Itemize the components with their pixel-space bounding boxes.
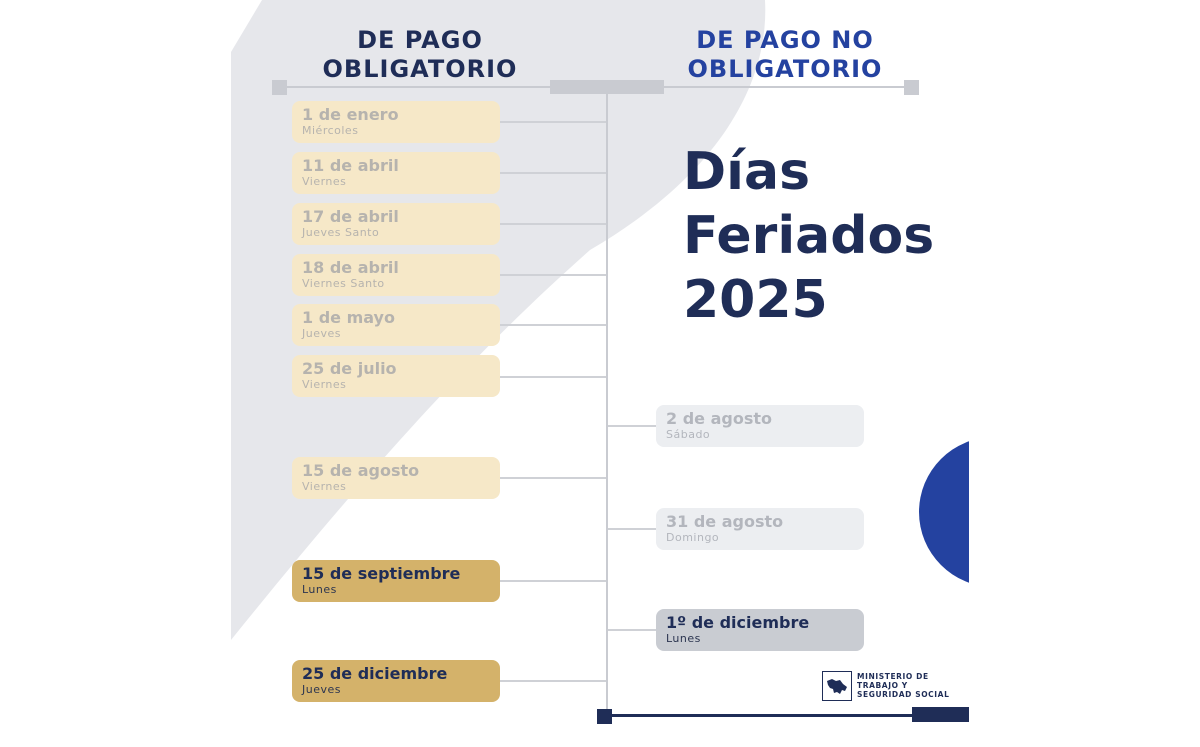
mandatory-title-line2: OBLIGATORIO	[322, 55, 518, 83]
holiday-card-mandatory: 15 de agosto Viernes	[292, 457, 500, 499]
holiday-date: 1 de mayo	[302, 308, 395, 327]
holiday-date: 31 de agosto	[666, 512, 784, 531]
connector	[500, 580, 606, 582]
holiday-weekday: Jueves Santo	[302, 226, 380, 239]
bottom-left-square	[597, 709, 612, 724]
holiday-date: 1º de diciembre	[666, 613, 810, 632]
holiday-date: 17 de abril	[302, 207, 399, 226]
connector	[500, 680, 606, 682]
holiday-weekday: Viernes	[302, 175, 347, 188]
main-title-year: 2025	[683, 270, 828, 330]
ministry-line2: TRABAJO Y	[857, 681, 908, 690]
holiday-date: 25 de diciembre	[302, 664, 448, 683]
main-title: Días Feriados 2025	[683, 140, 934, 332]
costa-rica-map-icon	[822, 671, 852, 701]
holiday-date: 11 de abril	[302, 156, 399, 175]
optional-title-line2: OBLIGATORIO	[687, 55, 883, 83]
connector	[608, 528, 656, 530]
holiday-date: 18 de abril	[302, 258, 399, 277]
holiday-card-mandatory-highlighted: 15 de septiembre Lunes	[292, 560, 500, 602]
holiday-date: 2 de agosto	[666, 409, 772, 428]
main-title-line2: Feriados	[683, 206, 935, 266]
holiday-card-mandatory: 11 de abril Viernes	[292, 152, 500, 194]
holiday-card-mandatory: 25 de julio Viernes	[292, 355, 500, 397]
bottom-rule	[604, 714, 934, 717]
holiday-card-mandatory: 1 de enero Miércoles	[292, 101, 500, 143]
decorative-half-circle	[919, 437, 969, 587]
holiday-card-optional: 2 de agosto Sábado	[656, 405, 864, 447]
connector	[500, 172, 606, 174]
holiday-weekday: Viernes	[302, 480, 347, 493]
holiday-weekday: Sábado	[666, 428, 711, 441]
timeline-axis	[606, 94, 608, 716]
holiday-card-mandatory: 18 de abril Viernes Santo	[292, 254, 500, 296]
holiday-weekday: Lunes	[666, 632, 701, 645]
top-right-square	[904, 80, 919, 95]
connector	[500, 121, 606, 123]
connector	[500, 324, 606, 326]
holiday-weekday: Miércoles	[302, 124, 359, 137]
ministry-name: MINISTERIO DE TRABAJO Y SEGURIDAD SOCIAL	[857, 672, 967, 699]
holiday-card-mandatory: 1 de mayo Jueves	[292, 304, 500, 346]
holiday-weekday: Viernes Santo	[302, 277, 385, 290]
holiday-weekday: Domingo	[666, 531, 720, 544]
mandatory-title-line1: DE PAGO	[357, 26, 483, 54]
top-rule-left	[287, 86, 550, 88]
top-rule-center-block	[550, 80, 664, 94]
optional-column-title: DE PAGO NO OBLIGATORIO	[660, 26, 910, 84]
connector	[500, 223, 606, 225]
main-title-line1: Días	[683, 142, 811, 202]
holiday-date: 15 de septiembre	[302, 564, 461, 583]
holiday-weekday: Jueves	[302, 327, 341, 340]
holiday-date: 15 de agosto	[302, 461, 420, 480]
holiday-date: 25 de julio	[302, 359, 397, 378]
holiday-weekday: Lunes	[302, 583, 337, 596]
holiday-card-mandatory: 17 de abril Jueves Santo	[292, 203, 500, 245]
connector	[500, 274, 606, 276]
holiday-weekday: Jueves	[302, 683, 341, 696]
connector	[608, 629, 656, 631]
connector	[608, 425, 656, 427]
ministry-line3: SEGURIDAD SOCIAL	[857, 690, 950, 699]
holiday-card-optional-highlighted: 1º de diciembre Lunes	[656, 609, 864, 651]
holiday-card-mandatory-highlighted: 25 de diciembre Jueves	[292, 660, 500, 702]
bottom-right-bar	[912, 707, 969, 722]
holiday-date: 1 de enero	[302, 105, 399, 124]
top-left-square	[272, 80, 287, 95]
ministry-line1: MINISTERIO DE	[857, 672, 929, 681]
connector	[500, 376, 606, 378]
top-rule-right	[664, 86, 904, 88]
connector	[500, 477, 606, 479]
holiday-weekday: Viernes	[302, 378, 347, 391]
holiday-card-optional: 31 de agosto Domingo	[656, 508, 864, 550]
mandatory-column-title: DE PAGO OBLIGATORIO	[285, 26, 555, 84]
optional-title-line1: DE PAGO NO	[696, 26, 874, 54]
